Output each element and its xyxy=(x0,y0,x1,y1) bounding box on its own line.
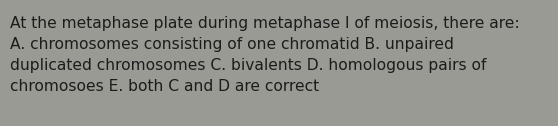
Text: At the metaphase plate during metaphase I of meiosis, there are:
A. chromosomes : At the metaphase plate during metaphase … xyxy=(10,16,519,94)
